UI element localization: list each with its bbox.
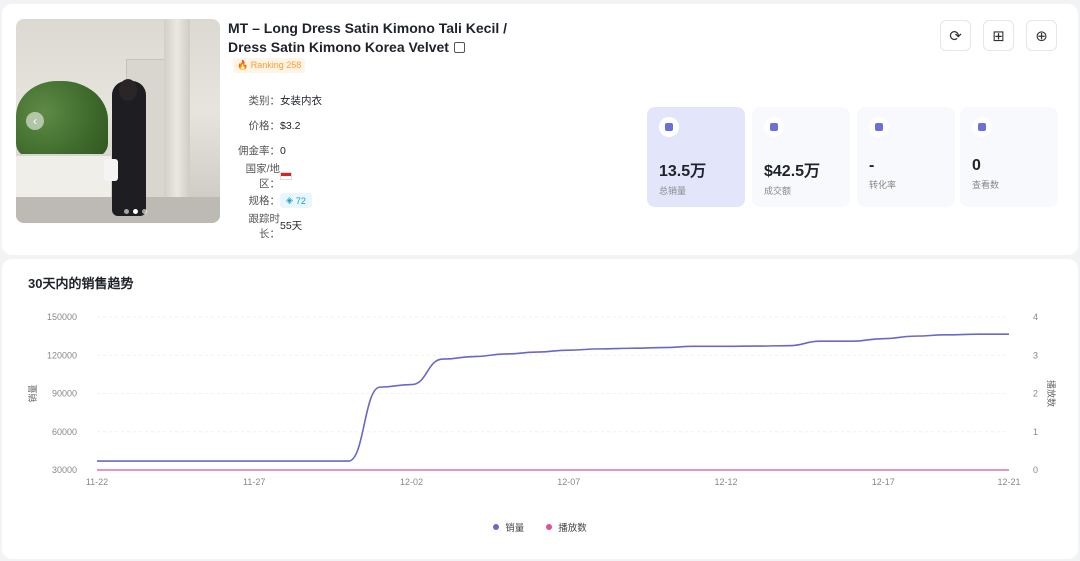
copy-icon[interactable] (453, 42, 465, 53)
legend-dot (546, 524, 553, 530)
y2-axis-label: 播放数 (1046, 380, 1057, 407)
info-key: 类别： (248, 95, 281, 107)
grid-icon: ⊞ (992, 27, 1005, 45)
y2-tick-label: 4 (1033, 312, 1038, 322)
info-value: 0 (280, 144, 286, 157)
stat-value: 13.5万 (659, 163, 707, 180)
stat-value: - (869, 157, 875, 174)
shop-icon: ⊕ (1035, 27, 1048, 45)
product-image[interactable]: ‹ (16, 19, 220, 223)
info-value: 女装内衣 (280, 95, 322, 107)
info-row-country: 国家/地区： (228, 162, 322, 190)
y2-tick-label: 1 (1033, 427, 1038, 437)
prev-image-arrow-icon[interactable]: ‹ (26, 112, 44, 130)
info-row-spec: 规格： ◈ 72 (228, 188, 322, 213)
x-tick-label: 12-12 (714, 477, 737, 487)
stat-label: 查看数 (972, 180, 1000, 190)
y2-tick-label: 3 (1033, 350, 1038, 360)
info-value: $3.2 (280, 119, 301, 132)
indonesia-flag-icon (280, 171, 292, 180)
legend-label: 销量 (505, 523, 525, 534)
y2-tick-label: 0 (1033, 465, 1038, 475)
x-tick-label: 12-02 (400, 477, 423, 487)
x-tick-label: 11-27 (243, 477, 265, 487)
y-tick-label: 90000 (52, 389, 77, 399)
stat-label: 转化率 (869, 180, 897, 190)
y-axis-label: 销量 (27, 384, 38, 402)
product-title-text: MT – Long Dress Satin Kimono Tali Kecil … (228, 20, 508, 55)
shop-button[interactable]: ⊕ (1026, 20, 1057, 51)
y-tick-label: 30000 (52, 465, 77, 475)
chart-legend: 销量 播放数 (2, 520, 1078, 534)
y-tick-label: 60000 (52, 427, 77, 437)
refresh-icon: ⟳ (949, 27, 962, 45)
product-title: MT – Long Dress Satin Kimono Tali Kecil … (228, 19, 518, 57)
wallet-icon (764, 117, 784, 137)
info-key: 价格： (248, 120, 281, 132)
image-pager[interactable] (124, 209, 147, 214)
product-card: ‹ MT – Long Dress Satin Kimono Tali Keci… (2, 4, 1078, 255)
x-tick-label: 11-22 (86, 477, 108, 487)
refresh-button[interactable]: ⟳ (940, 20, 971, 51)
stat-label: 成交额 (764, 186, 792, 196)
y-tick-label: 150000 (47, 312, 77, 322)
x-tick-label: 12-17 (872, 477, 895, 487)
info-key: 跟踪时长： (248, 212, 281, 240)
info-row-commission: 佣金率： 0 (228, 138, 322, 163)
x-tick-label: 12-07 (557, 477, 580, 487)
y-tick-label: 120000 (47, 350, 77, 360)
ranking-badge: 🔥 Ranking 258 (233, 58, 306, 73)
product-info: 类别： 女装内衣 价格： $3.2 佣金率： 0 国家/地区： 规格： ◈ 72 跟踪时长… (228, 88, 323, 240)
sales-trend-chart[interactable]: 30000 60000 90000 120000 150000 0 1 2 3 4 11-22 11-… (2, 259, 1078, 559)
info-key: 规格： (248, 195, 281, 207)
info-row-price: 价格： $3.2 (228, 113, 322, 138)
thumbs-up-icon (659, 117, 679, 137)
info-row-category: 类别： 女装内衣 (228, 88, 323, 113)
info-row-tracking: 跟踪时长： 55天 (228, 212, 322, 240)
sales-series-line (97, 333, 1009, 462)
chart-title: 30天内的销售趋势 (28, 276, 134, 291)
spec-count: 72 (295, 195, 306, 206)
grid-button[interactable]: ⊞ (983, 20, 1014, 51)
stat-label: 总销量 (659, 186, 687, 196)
conversion-icon (869, 117, 889, 137)
sales-trend-card: 30天内的销售趋势 30000 60000 90000 120000 150000 0 1 2… (2, 259, 1078, 559)
stat-gmv: $42.5万 成交额 (752, 107, 850, 207)
stat-views: 0 查看数 (960, 107, 1058, 207)
info-key: 佣金率： (238, 145, 280, 157)
info-value: 55天 (280, 220, 303, 232)
legend-dot (493, 524, 500, 530)
stat-total-sales: 13.5万 总销量 (647, 107, 745, 207)
spec-icon: ◈ (286, 195, 293, 205)
legend-item-sales[interactable]: 销量 (493, 520, 524, 534)
ranking-text: Ranking 258 (250, 60, 302, 70)
stat-value: 0 (972, 157, 981, 174)
stat-value: $42.5万 (764, 163, 821, 180)
x-tick-label: 12-21 (997, 477, 1020, 487)
info-key: 国家/地区： (245, 162, 280, 190)
stat-conversion: - 转化率 (857, 107, 955, 207)
spec-badge[interactable]: ◈ 72 (280, 193, 312, 208)
eye-icon (972, 117, 992, 137)
legend-label: 播放数 (558, 523, 587, 534)
y2-tick-label: 2 (1033, 389, 1038, 399)
legend-item-plays[interactable]: 播放数 (546, 520, 587, 534)
